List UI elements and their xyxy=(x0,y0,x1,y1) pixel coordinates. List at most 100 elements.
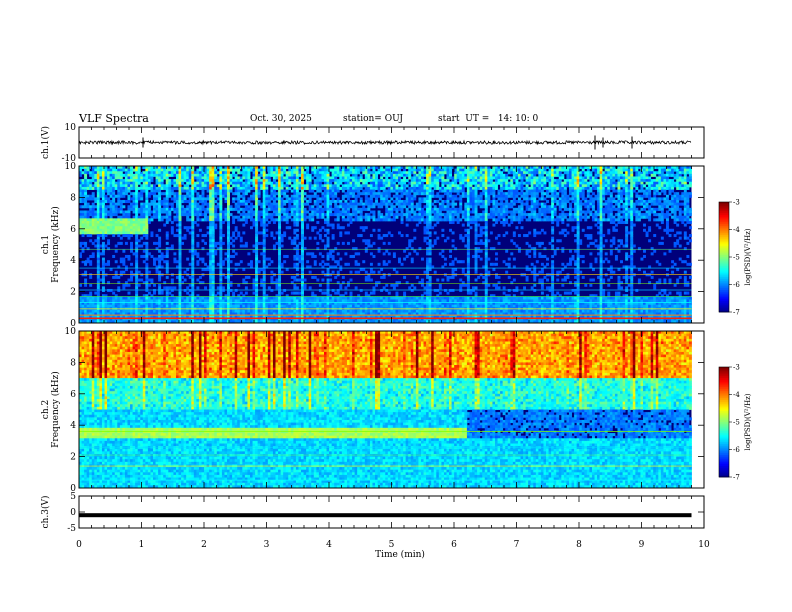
psd-cell xyxy=(165,210,169,214)
psd-cell xyxy=(329,296,333,300)
psd-cell xyxy=(267,299,271,303)
psd-cell xyxy=(326,200,330,204)
psd-cell xyxy=(79,200,82,204)
psd-cell xyxy=(372,171,376,175)
psd-cell xyxy=(354,302,358,306)
psd-cell xyxy=(107,184,111,188)
psd-cell xyxy=(267,296,271,300)
psd-cell xyxy=(272,296,276,300)
psd-cell xyxy=(206,166,210,170)
psd-cell xyxy=(270,315,274,319)
psd-cell xyxy=(178,213,182,217)
psd-cell xyxy=(191,283,195,287)
psd-cell xyxy=(306,315,310,319)
psd-cell xyxy=(321,202,325,206)
psd-cell xyxy=(122,173,126,177)
psd-cell xyxy=(79,254,82,258)
psd-cell xyxy=(147,194,151,198)
psd-cell xyxy=(155,207,159,211)
psd-cell xyxy=(124,200,128,204)
psd-cell xyxy=(211,257,215,261)
psd-cell xyxy=(405,296,409,300)
psd-cell xyxy=(324,218,327,222)
psd-cell xyxy=(155,197,159,201)
psd-cell xyxy=(267,302,271,306)
psd-cell xyxy=(140,254,144,258)
psd-cell xyxy=(313,194,317,198)
psd-cell xyxy=(313,200,317,204)
psd-cell xyxy=(124,213,128,217)
psd-cell xyxy=(84,315,88,319)
psd-cell xyxy=(275,294,279,298)
psd-cell xyxy=(221,179,225,183)
psd-cell xyxy=(280,166,284,170)
psd-cell xyxy=(387,241,391,245)
psd-cell xyxy=(101,257,105,261)
psd-cell xyxy=(278,254,282,258)
psd-cell xyxy=(395,210,399,214)
psd-cell xyxy=(183,302,187,306)
psd-cell xyxy=(400,192,404,196)
psd-cell xyxy=(364,192,368,196)
psd-cell xyxy=(270,184,274,188)
psd-cell xyxy=(239,304,243,308)
psd-cell xyxy=(99,205,103,209)
psd-cell xyxy=(272,173,276,177)
psd-cell xyxy=(211,231,215,235)
psd-cell xyxy=(329,309,333,313)
psd-cell xyxy=(293,176,297,180)
psd-cell xyxy=(135,254,139,258)
psd-cell xyxy=(339,186,343,190)
psd-cell xyxy=(99,304,103,308)
psd-cell xyxy=(364,239,368,243)
psd-cell xyxy=(191,184,195,188)
psd-cell xyxy=(112,291,116,295)
psd-cell xyxy=(367,200,371,204)
psd-cell xyxy=(270,181,274,185)
psd-cell xyxy=(239,171,243,175)
psd-cell xyxy=(346,262,350,266)
psd-cell xyxy=(364,291,368,295)
psd-cell xyxy=(153,296,156,300)
psd-cell xyxy=(112,210,116,214)
psd-cell xyxy=(117,296,121,300)
psd-cell xyxy=(280,234,284,238)
psd-cell xyxy=(211,202,215,206)
psd-cell xyxy=(101,197,105,201)
psd-cell xyxy=(224,200,228,204)
psd-cell xyxy=(295,213,299,217)
psd-cell xyxy=(387,179,391,183)
psd-cell xyxy=(101,210,105,214)
psd-cell xyxy=(375,304,378,308)
psd-cell xyxy=(191,200,195,204)
psd-cell xyxy=(249,168,253,172)
psd-cell xyxy=(405,194,409,198)
psd-cell xyxy=(119,171,123,175)
psd-cell xyxy=(349,176,353,180)
psd-cell xyxy=(135,213,139,217)
psd-cell xyxy=(392,299,396,303)
psd-cell xyxy=(109,312,113,316)
psd-cell xyxy=(260,166,264,170)
psd-cell xyxy=(91,186,95,190)
psd-cell xyxy=(211,176,215,180)
psd-cell xyxy=(196,294,200,298)
psd-cell xyxy=(298,205,302,209)
psd-cell xyxy=(84,200,88,204)
psd-cell xyxy=(398,315,401,319)
psd-cell xyxy=(313,299,317,303)
psd-cell xyxy=(89,181,93,185)
psd-cell xyxy=(295,247,299,251)
psd-cell xyxy=(341,304,345,308)
psd-cell xyxy=(135,249,139,253)
psd-cell xyxy=(84,283,88,287)
psd-cell xyxy=(341,184,345,188)
psd-cell xyxy=(79,210,82,214)
psd-cell xyxy=(372,296,376,300)
psd-cell xyxy=(99,268,103,272)
psd-cell xyxy=(124,309,128,313)
psd-cell xyxy=(96,270,100,274)
psd-cell xyxy=(158,320,162,324)
psd-cell xyxy=(301,239,304,243)
psd-cell xyxy=(392,286,396,290)
